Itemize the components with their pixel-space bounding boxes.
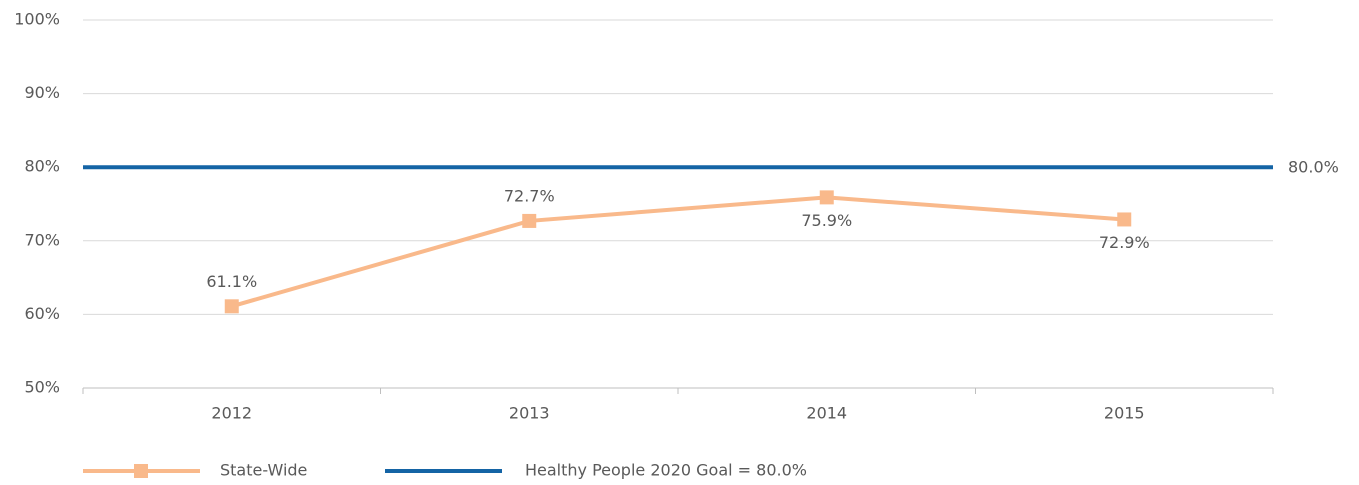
marker [224, 299, 239, 314]
data-label: 72.9% [1099, 233, 1150, 252]
marker [819, 190, 834, 205]
data-label: 72.7% [504, 186, 555, 205]
x-tick-label: 2014 [806, 404, 847, 423]
legend-label: Healthy People 2020 Goal = 80.0% [525, 461, 807, 480]
y-tick-label: 70% [24, 230, 60, 249]
y-tick-label: 90% [24, 83, 60, 102]
y-tick-label: 100% [14, 10, 60, 29]
x-tick-label: 2015 [1104, 404, 1145, 423]
y-tick-label: 80% [24, 157, 60, 176]
data-label: 61.1% [206, 272, 257, 291]
x-tick-label: 2013 [509, 404, 550, 423]
legend-label: State-Wide [220, 461, 307, 480]
series-line [231, 195, 1125, 309]
y-tick-label: 50% [24, 378, 60, 397]
y-tick-label: 60% [24, 304, 60, 323]
marker [1117, 212, 1132, 227]
x-tick-label: 2012 [211, 404, 252, 423]
goal-label: 80.0% [1288, 158, 1339, 177]
data-label: 75.9% [801, 211, 852, 230]
legend-marker [134, 464, 148, 478]
marker [522, 213, 537, 228]
